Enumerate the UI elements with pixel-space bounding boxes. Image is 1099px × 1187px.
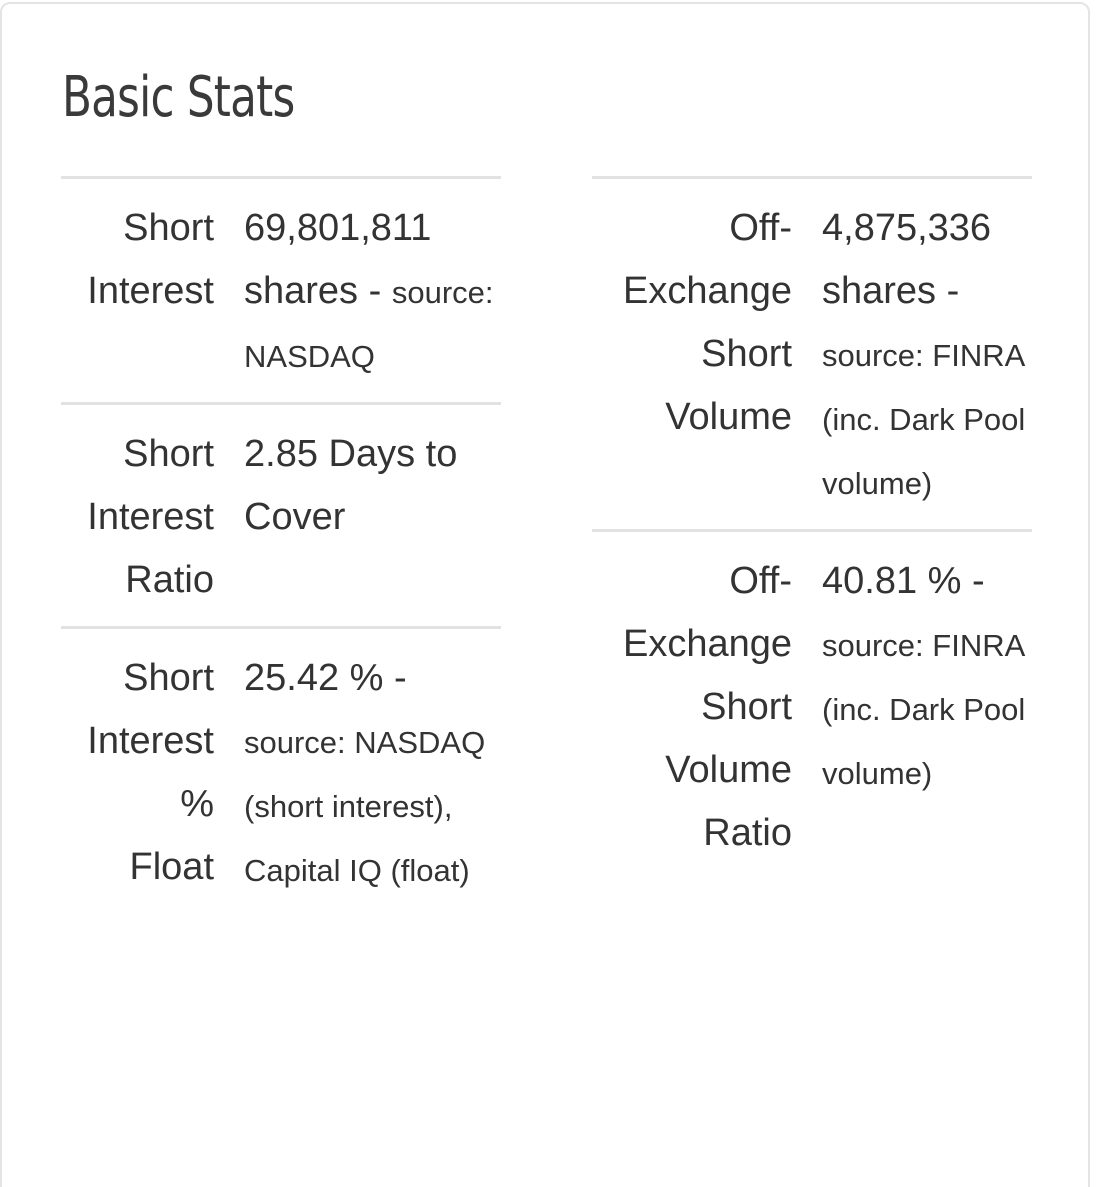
stat-value: 4,875,336 shares - source: FINRA (inc. D… [822,176,1032,531]
stat-label: Off- Exchange Short Volume [592,176,822,531]
stat-value-source: source: NASDAQ [244,275,494,374]
stat-value: 2.85 Days to Cover [244,402,501,628]
stat-value: 69,801,811 shares - source: NASDAQ [244,176,501,404]
stat-value-source: source: FINRA (inc. Dark Pool volume) [822,338,1026,501]
stat-row-off-exchange-short-volume: Off- Exchange Short Volume 4,875,336 sha… [592,176,1032,531]
stat-value-main: 2.85 Days to Cover [244,433,458,538]
stat-row-short-interest: Short Interest 69,801,811 shares - sourc… [61,176,501,404]
stat-label: Short Interest [61,176,244,404]
stat-row-off-exchange-short-volume-ratio: Off- Exchange Short Volume Ratio 40.81 %… [592,529,1032,879]
stat-value-source: source: NASDAQ (short interest), Capital… [244,725,486,888]
stat-value-main: 25.42 % - [244,657,407,699]
left-stats-table: Short Interest 69,801,811 shares - sourc… [61,176,501,916]
stat-label: Off- Exchange Short Volume Ratio [592,529,822,879]
stat-label: Short Interest % Float [61,626,244,916]
stat-row-short-interest-ratio: Short Interest Ratio 2.85 Days to Cover [61,402,501,628]
stat-value-source: source: FINRA (inc. Dark Pool volume) [822,628,1026,791]
card-title: Basic Stats [62,65,295,130]
stat-label: Short Interest Ratio [61,402,244,628]
stat-value-main: 4,875,336 shares - [822,207,992,312]
stat-value: 25.42 % - source: NASDAQ (short interest… [244,626,501,916]
stat-value-main: 69,801,811 shares - [244,207,432,312]
stat-row-short-interest-float: Short Interest % Float 25.42 % - source:… [61,626,501,916]
stat-value: 40.81 % - source: FINRA (inc. Dark Pool … [822,529,1032,879]
right-stats-table: Off- Exchange Short Volume 4,875,336 sha… [592,176,1032,879]
stat-value-main: 40.81 % - [822,560,985,602]
